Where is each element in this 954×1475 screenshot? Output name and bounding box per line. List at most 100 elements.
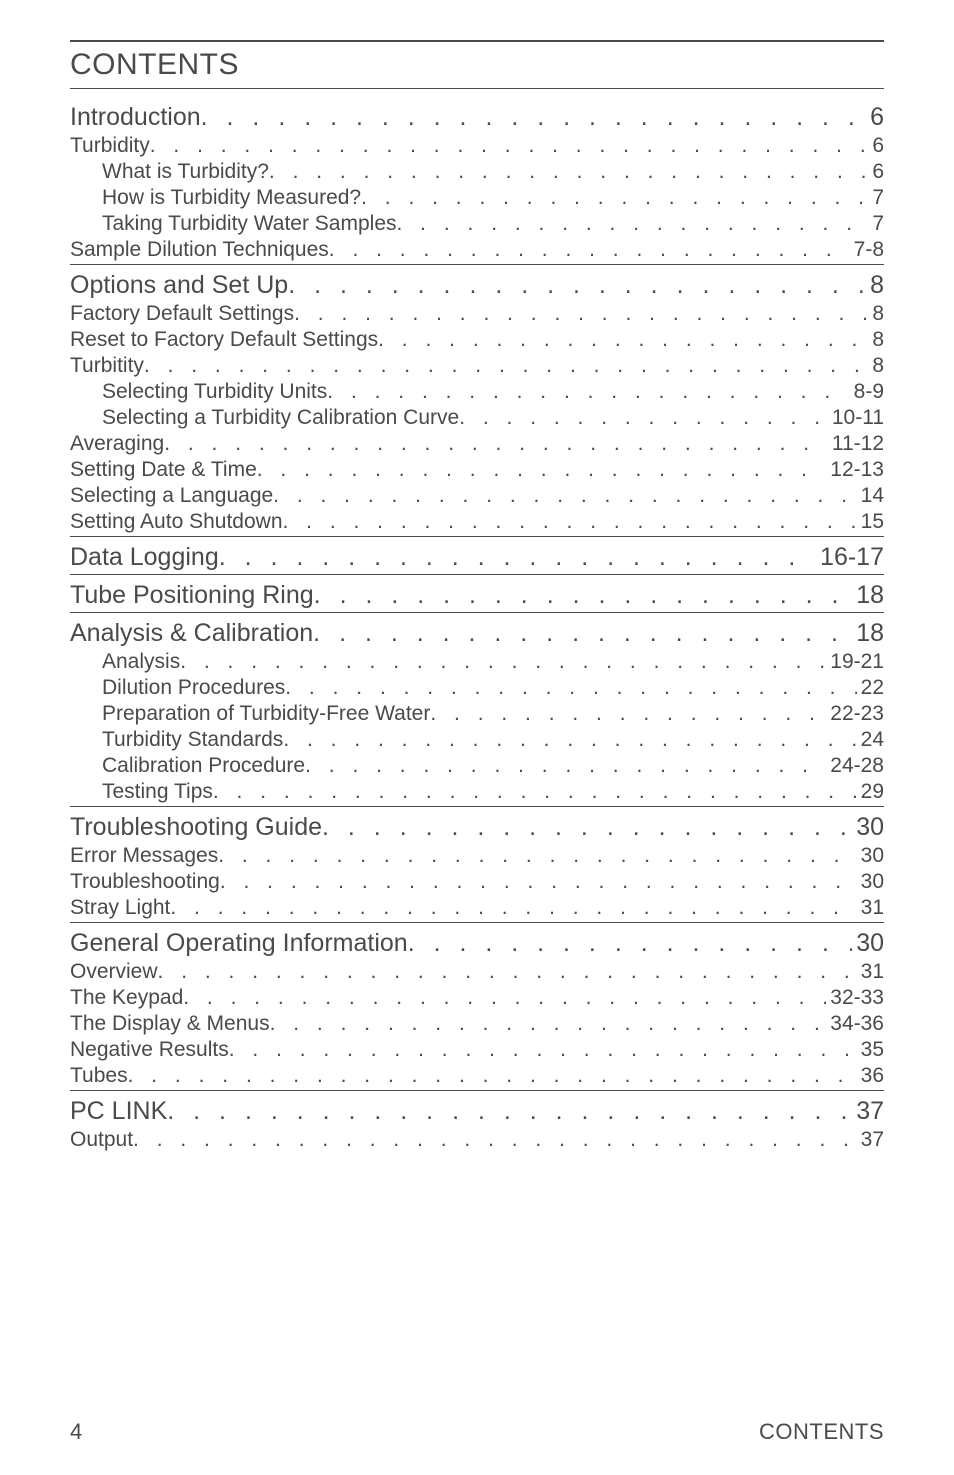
toc-row: What is Turbidity?6 [70,160,884,184]
toc-row: Preparation of Turbidity-Free Water 22-23 [70,702,884,726]
toc-row: Sample Dilution Techniques 7-8 [70,238,884,262]
toc-row: The Display & Menus34-36 [70,1012,884,1036]
toc-label: Averaging [70,432,164,456]
toc-row: Analysis19-21 [70,650,884,674]
toc-page-number: 6 [868,160,884,184]
toc-row: Error Messages 30 [70,844,884,868]
toc-leader-dots [164,432,828,456]
toc-page-number: 15 [857,510,884,534]
toc-row: Troubleshooting Guide 30 [70,806,884,842]
toc-leader-dots [288,271,866,300]
toc-leader-dots [218,844,856,868]
toc-leader-dots [329,238,850,262]
toc-page-number: 10-11 [828,406,884,430]
toc-label: Sample Dilution Techniques [70,238,329,262]
toc-leader-dots [327,380,849,404]
toc-page-number: 8 [868,354,884,378]
toc-row: Factory Default Settings8 [70,302,884,326]
toc-leader-dots [459,406,828,430]
toc-leader-dots [220,870,857,894]
toc-page-number: 31 [857,960,884,984]
toc-label: Selecting Turbidity Units [102,380,327,404]
toc-label: Setting Date & Time [70,458,257,482]
toc-page-number: 24-28 [826,754,884,778]
toc-leader-dots [128,1064,857,1088]
toc-label: The Display & Menus [70,1012,270,1036]
footer-page-number: 4 [70,1419,82,1445]
toc-page-number: 18 [852,619,884,648]
toc-row: Setting Date & Time12-13 [70,458,884,482]
toc-leader-dots [269,160,868,184]
toc-row: Taking Turbidity Water Samples7 [70,212,884,236]
toc-page-number: 8-9 [850,380,884,404]
toc-leader-dots [283,510,857,534]
toc-row: PC LINK37 [70,1090,884,1126]
toc-leader-dots [305,754,826,778]
toc-page-number: 30 [852,813,884,842]
footer-label: CONTENTS [759,1419,884,1445]
toc-label: Testing Tips [102,780,213,804]
toc-row: Analysis & Calibration18 [70,612,884,648]
toc-row: Output37 [70,1128,884,1152]
toc-page-number: 7-8 [850,238,884,262]
toc-label: Turbidity [70,134,150,158]
toc-row: Selecting a Language 14 [70,484,884,508]
toc-leader-dots [314,581,853,610]
toc-leader-dots [213,780,857,804]
toc-leader-dots [273,484,856,508]
toc-page-number: 11-12 [828,432,884,456]
toc-leader-dots [167,1097,852,1126]
toc-row: Testing Tips 29 [70,780,884,804]
toc-page-number: 14 [857,484,884,508]
toc-page-number: 29 [857,780,884,804]
toc-label: Preparation of Turbidity-Free Water [102,702,430,726]
toc-page-number: 37 [852,1097,884,1126]
toc-leader-dots [180,650,826,674]
toc-page-number: 30 [857,870,884,894]
toc-leader-dots [378,328,868,352]
toc-page-number: 8 [866,271,884,300]
toc-row: Reset to Factory Default Settings8 [70,328,884,352]
toc-page-number: 6 [868,134,884,158]
toc-page-number: 8 [868,328,884,352]
toc-row: Negative Results35 [70,1038,884,1062]
toc-leader-dots [294,302,868,326]
toc-leader-dots [322,813,852,842]
toc-page-number: 31 [857,896,884,920]
toc-row: Options and Set Up8 [70,264,884,300]
toc-leader-dots [430,702,826,726]
toc-page-number: 22 [857,676,884,700]
toc-container: Introduction6Turbidity6What is Turbidity… [70,97,884,1152]
toc-page-number: 22-23 [826,702,884,726]
toc-label: Calibration Procedure [102,754,305,778]
toc-label: The Keypad [70,986,183,1010]
toc-row: Turbidity 6 [70,134,884,158]
toc-leader-dots [170,896,856,920]
toc-row: General Operating Information30 [70,922,884,958]
toc-leader-dots [257,458,827,482]
toc-label: Data Logging [70,543,219,572]
toc-page-number: 32-33 [826,986,884,1010]
toc-row: Overview31 [70,960,884,984]
toc-label: Factory Default Settings [70,302,294,326]
toc-page-number: 30 [857,844,884,868]
toc-label: Error Messages [70,844,218,868]
toc-leader-dots [183,986,826,1010]
toc-leader-dots [408,929,853,958]
toc-row: Setting Auto Shutdown 15 [70,510,884,534]
toc-row: Tube Positioning Ring18 [70,574,884,610]
toc-label: Troubleshooting [70,870,220,894]
page-title: CONTENTS [70,40,884,89]
toc-page-number: 18 [852,581,884,610]
toc-label: Turbitity [70,354,144,378]
toc-label: Selecting a Language [70,484,273,508]
toc-leader-dots [270,1012,827,1036]
toc-label: Troubleshooting Guide [70,813,322,842]
toc-page-number: 35 [857,1038,884,1062]
toc-row: Stray Light31 [70,896,884,920]
toc-page-number: 16-17 [816,543,884,572]
toc-row: Calibration Procedure 24-28 [70,754,884,778]
toc-label: Setting Auto Shutdown [70,510,283,534]
toc-row: Data Logging 16-17 [70,536,884,572]
toc-leader-dots [397,212,869,236]
